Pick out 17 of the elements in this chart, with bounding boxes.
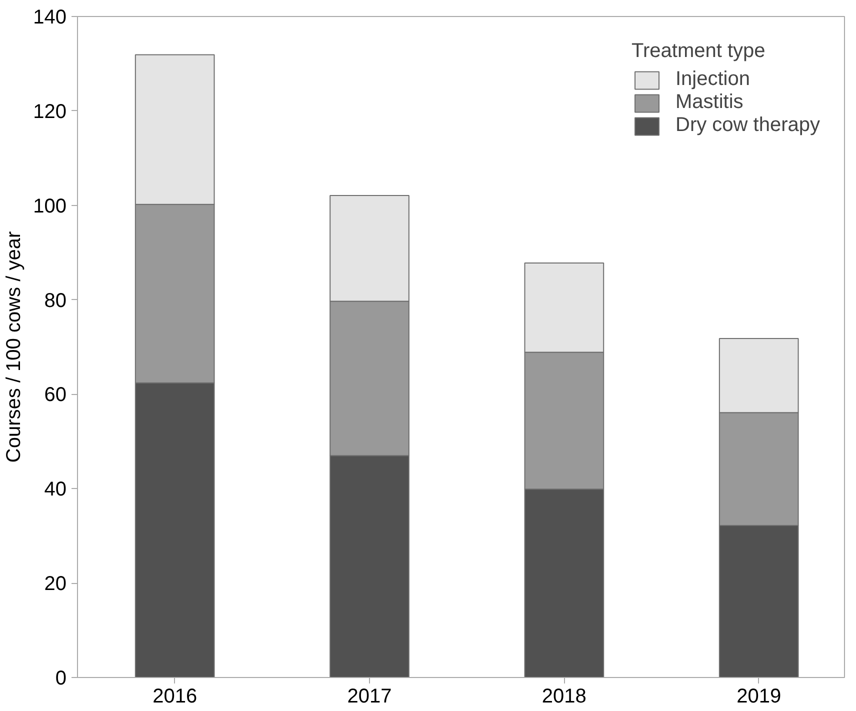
legend-title: Treatment type	[632, 40, 766, 63]
y-tick-label: 20	[44, 573, 67, 596]
x-tick-label: 2016	[152, 686, 198, 708]
y-tick-label: 40	[44, 478, 67, 501]
y-axis-title: Courses / 100 cows / year	[3, 231, 26, 463]
legend-label: Injection	[676, 68, 750, 91]
y-tick-label: 80	[44, 290, 67, 312]
y-tick-label: 0	[55, 668, 66, 690]
y-tick-label: 120	[33, 100, 67, 123]
y-tick-label: 60	[44, 384, 67, 406]
y-tick-label: 140	[33, 6, 67, 28]
x-tick-label: 2018	[542, 686, 586, 708]
legend-label: Dry cow therapy	[676, 114, 820, 137]
y-tick-label: 100	[33, 195, 67, 218]
x-tick-label: 2019	[736, 686, 782, 708]
legend-label: Mastitis	[676, 91, 744, 114]
x-tick-label: 2017	[347, 686, 392, 708]
